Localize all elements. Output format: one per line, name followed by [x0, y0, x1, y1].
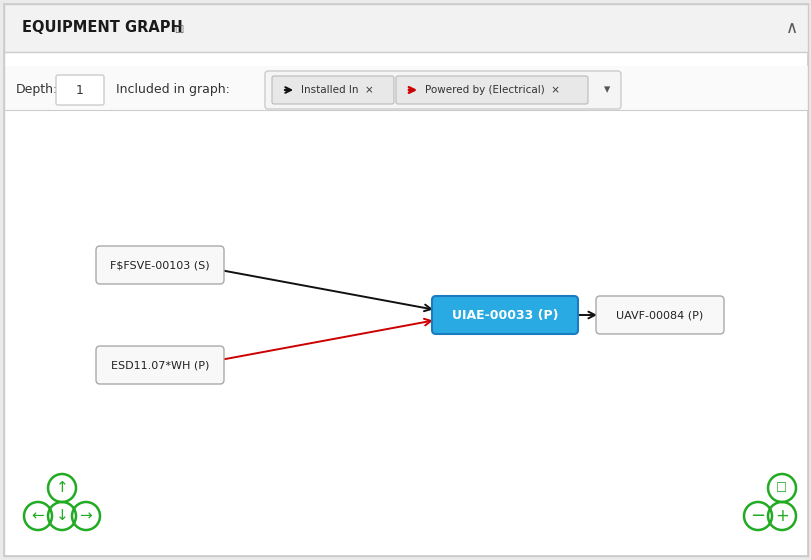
Text: ☐: ☐ — [775, 482, 787, 494]
Text: ←: ← — [32, 508, 45, 524]
Text: Powered by (Electrical)  ×: Powered by (Electrical) × — [424, 85, 560, 95]
FancyBboxPatch shape — [4, 4, 807, 52]
Text: −: − — [749, 507, 765, 525]
Text: Included in graph:: Included in graph: — [116, 83, 230, 96]
Text: ESD11.07*WH (P): ESD11.07*WH (P) — [110, 360, 209, 370]
FancyBboxPatch shape — [264, 71, 620, 109]
Text: ▾: ▾ — [603, 83, 609, 96]
FancyBboxPatch shape — [396, 76, 587, 104]
Text: ☐: ☐ — [174, 21, 183, 35]
FancyBboxPatch shape — [272, 76, 393, 104]
Text: ∧: ∧ — [785, 19, 797, 37]
FancyBboxPatch shape — [56, 75, 104, 105]
FancyBboxPatch shape — [96, 246, 224, 284]
Text: F$FSVE-00103 (S): F$FSVE-00103 (S) — [110, 260, 209, 270]
Text: ↑: ↑ — [56, 480, 68, 496]
Text: UAVF-00084 (P): UAVF-00084 (P) — [616, 310, 703, 320]
FancyBboxPatch shape — [431, 296, 577, 334]
Text: →: → — [79, 508, 92, 524]
Text: 1: 1 — [76, 83, 84, 96]
Text: +: + — [775, 507, 788, 525]
Text: Depth:: Depth: — [16, 83, 58, 96]
FancyBboxPatch shape — [96, 346, 224, 384]
FancyBboxPatch shape — [595, 296, 723, 334]
Text: Installed In  ×: Installed In × — [301, 85, 373, 95]
Text: ↓: ↓ — [56, 508, 68, 524]
Text: UIAE-00033 (P): UIAE-00033 (P) — [451, 309, 558, 321]
Text: EQUIPMENT GRAPH: EQUIPMENT GRAPH — [22, 21, 182, 35]
FancyBboxPatch shape — [4, 4, 807, 556]
FancyBboxPatch shape — [4, 66, 807, 110]
